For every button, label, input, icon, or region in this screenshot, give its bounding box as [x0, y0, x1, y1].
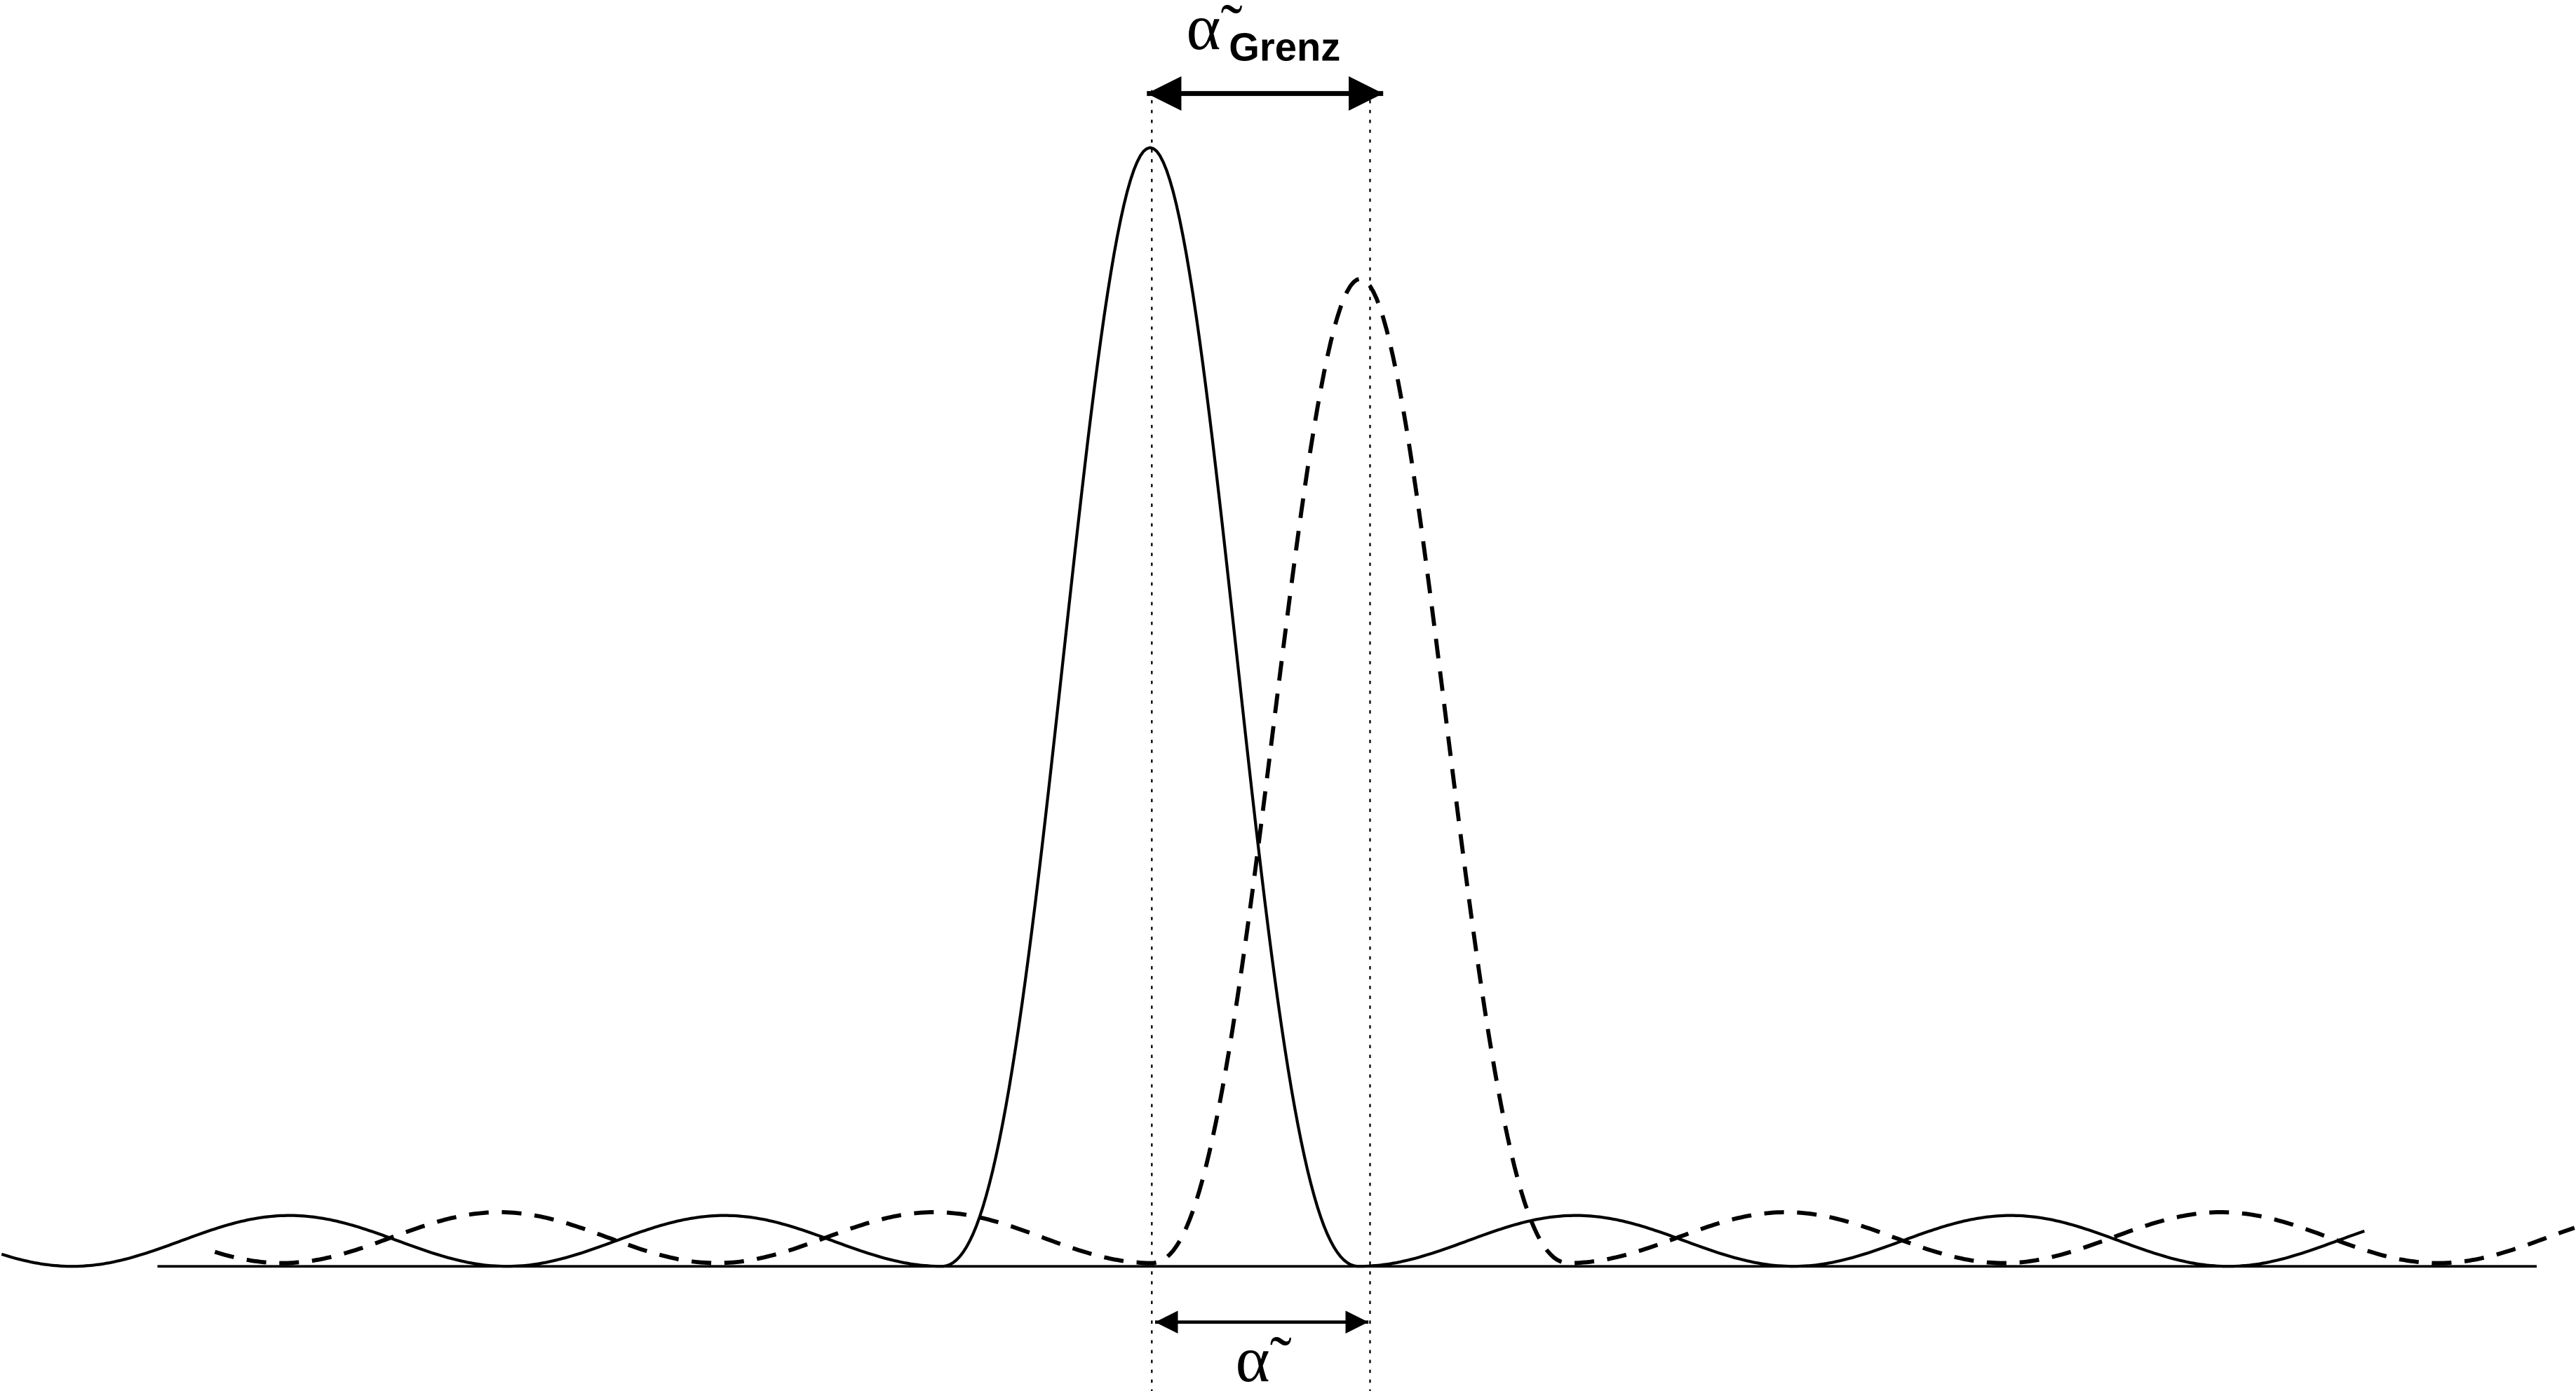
top-subscript: Grenz [1229, 25, 1340, 69]
dashed-curve [214, 276, 2575, 1266]
solid-curve [1, 146, 2365, 1268]
bottom-symbol: α̃ [1236, 1324, 1292, 1391]
